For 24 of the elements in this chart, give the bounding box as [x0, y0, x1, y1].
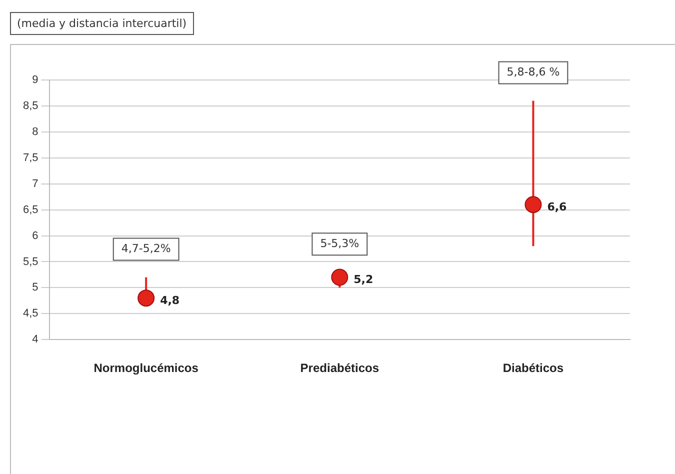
point — [524, 196, 542, 214]
y-tick-label: 6 — [32, 230, 38, 242]
y-tick-label: 6,5 — [22, 204, 38, 216]
y-tick-label: 5 — [32, 282, 38, 294]
y-tick-label: 7 — [32, 178, 38, 190]
x-tick-label: Normoglucémicos — [94, 361, 199, 376]
y-tick-label: 8 — [32, 126, 38, 138]
y-tick-label: 5,5 — [22, 256, 38, 268]
data-label: 4,8 — [160, 294, 180, 307]
y-tick-label: 9 — [32, 74, 38, 86]
annotation: 4,7-5,2% — [121, 242, 171, 256]
text: 5,8-8,6 % — [506, 66, 560, 79]
point — [138, 290, 155, 307]
point — [331, 268, 348, 286]
annotation: 5-5,3% — [320, 236, 360, 250]
y-tick-label: 4,5 — [22, 308, 38, 320]
data-label: 6,6 — [547, 200, 568, 214]
y-tick-label: 8,5 — [22, 100, 38, 112]
x-tick-label: Prediabéticos — [300, 361, 380, 376]
y-tick-label: 4 — [32, 334, 38, 346]
data-label: 5,2 — [354, 273, 374, 286]
x-tick-label: Diabéticos — [502, 361, 564, 376]
chart-title: (media y distancia intercuartil) — [10, 12, 194, 35]
y-tick-label: 7,5 — [22, 152, 38, 164]
